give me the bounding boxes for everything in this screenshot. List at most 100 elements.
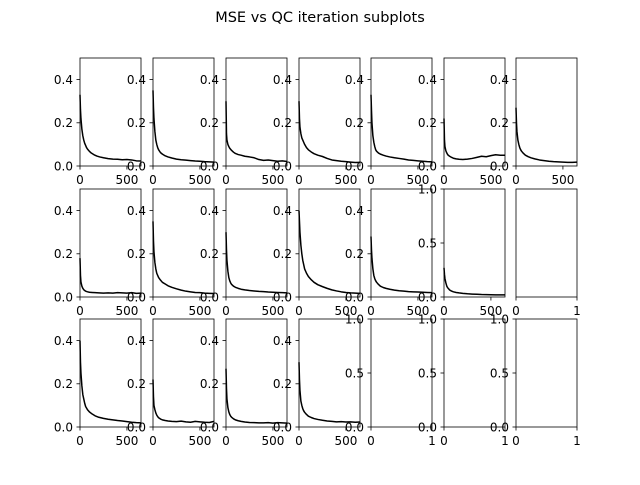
- series-line: [443, 267, 505, 296]
- y-tick-label: 0.4: [127, 73, 146, 87]
- x-tick-label: 0: [149, 434, 157, 448]
- x-tick-label: 500: [406, 304, 429, 318]
- subplot-r3c1: 0 500 0.0 0.2 0.4: [54, 318, 142, 448]
- y-tick-label: 1.0: [490, 312, 509, 326]
- y-tick-label: 0.4: [273, 73, 292, 87]
- subplot-r3c7: 0 10.00.51.0: [490, 312, 581, 448]
- y-tick-label: 0.0: [273, 159, 292, 173]
- subplot-r2c3: 0 500 0.0 0.2 0.4: [200, 188, 288, 318]
- y-tick-label: 0.0: [418, 159, 437, 173]
- x-tick-label: 500: [115, 304, 138, 318]
- y-tick-label: 0.0: [490, 159, 509, 173]
- series-line: [79, 258, 142, 295]
- y-tick-label: 0.5: [490, 366, 509, 380]
- axes-frame: [79, 318, 142, 428]
- y-tick-label: 0.0: [54, 159, 73, 173]
- axes-frame: [79, 188, 142, 298]
- x-tick-label: 500: [479, 173, 502, 187]
- y-tick-label: 0.4: [54, 334, 73, 348]
- y-tick-label: 0.0: [490, 420, 509, 434]
- axes-frame: [225, 318, 288, 428]
- y-tick-label: 0.2: [418, 116, 437, 130]
- y-tick-label: 0.4: [54, 73, 73, 87]
- y-tick-label: 0.2: [54, 247, 73, 261]
- y-tick-label: 0.2: [345, 116, 364, 130]
- x-tick-label: 0: [222, 304, 230, 318]
- axes-frame: [225, 57, 288, 167]
- x-tick-label: 500: [334, 304, 357, 318]
- series-line: [298, 101, 361, 164]
- subplot-r3c2: 0 500 0.0 0.2 0.4: [127, 318, 215, 448]
- subplot-r3c6: 0 10.0 0.5 1.0: [418, 312, 509, 448]
- series-line: [79, 340, 142, 424]
- subplot-r2c1: 0 500 0.0 0.2 0.4: [54, 188, 142, 318]
- x-tick-label: 1: [501, 434, 509, 448]
- x-tick-label: 0: [295, 434, 303, 448]
- x-tick-label: 500: [188, 173, 211, 187]
- y-tick-label: 1.0: [418, 312, 437, 326]
- x-tick-label: 500: [188, 304, 211, 318]
- series-line: [298, 362, 361, 423]
- y-tick-label: 0.0: [200, 290, 219, 304]
- series-line: [79, 94, 142, 162]
- y-tick-label: 0.2: [127, 247, 146, 261]
- y-tick-label: 0.4: [345, 204, 364, 218]
- y-tick-label: 0.4: [418, 73, 437, 87]
- x-tick-label: 500: [115, 434, 138, 448]
- series-line: [152, 221, 215, 295]
- y-tick-label: 0.0: [345, 420, 364, 434]
- subplot-r1c2: 0 500 0.0 0.2 0.4: [127, 57, 215, 187]
- series-line: [443, 118, 505, 161]
- subplot-r3c5: 0 10.00.51.0: [345, 312, 436, 448]
- axes-frame: [443, 57, 506, 167]
- y-tick-label: 0.4: [127, 334, 146, 348]
- y-tick-label: 0.4: [200, 334, 219, 348]
- x-tick-label: 500: [334, 434, 357, 448]
- x-tick-label: 0: [76, 434, 84, 448]
- x-tick-label: 0: [440, 304, 448, 318]
- y-tick-label: 0.0: [345, 159, 364, 173]
- x-tick-label: 0: [440, 434, 448, 448]
- y-tick-label: 1.0: [345, 312, 364, 326]
- subplot-r1c5: 0 500 0.0 0.2 0.4: [345, 57, 433, 187]
- series-line: [225, 368, 288, 424]
- x-tick-label: 0: [512, 173, 520, 187]
- x-tick-label: 1: [573, 304, 581, 318]
- subplot-r1c3: 0 500 0.0 0.2 0.4: [200, 57, 288, 187]
- y-tick-label: 0.4: [54, 204, 73, 218]
- y-tick-label: 0.2: [273, 247, 292, 261]
- axes-frame: [515, 188, 578, 298]
- y-tick-label: 0.0: [273, 290, 292, 304]
- series-line: [370, 236, 433, 294]
- axes-frame: [298, 318, 361, 428]
- y-tick-label: 0.0: [127, 159, 146, 173]
- x-tick-label: 0: [295, 304, 303, 318]
- subplot-r2c2: 0 500 0.0 0.2 0.4: [127, 188, 215, 318]
- y-tick-label: 0.4: [345, 73, 364, 87]
- axes-frame: [515, 57, 578, 167]
- y-tick-label: 0.0: [54, 290, 73, 304]
- y-tick-label: 0.4: [127, 204, 146, 218]
- y-tick-label: 0.0: [345, 290, 364, 304]
- x-tick-label: 500: [115, 173, 138, 187]
- x-tick-label: 0: [367, 173, 375, 187]
- y-tick-label: 0.2: [54, 116, 73, 130]
- x-tick-label: 500: [551, 173, 574, 187]
- series-line: [225, 232, 288, 294]
- x-tick-label: 0: [295, 173, 303, 187]
- y-tick-label: 0.0: [54, 420, 73, 434]
- y-tick-label: 0.2: [127, 116, 146, 130]
- x-tick-label: 0: [440, 173, 448, 187]
- figure-title: MSE vs QC iteration subplots: [215, 10, 425, 26]
- x-tick-label: 0: [512, 304, 520, 318]
- axes-frame: [370, 57, 433, 167]
- y-tick-label: 0.5: [418, 236, 437, 250]
